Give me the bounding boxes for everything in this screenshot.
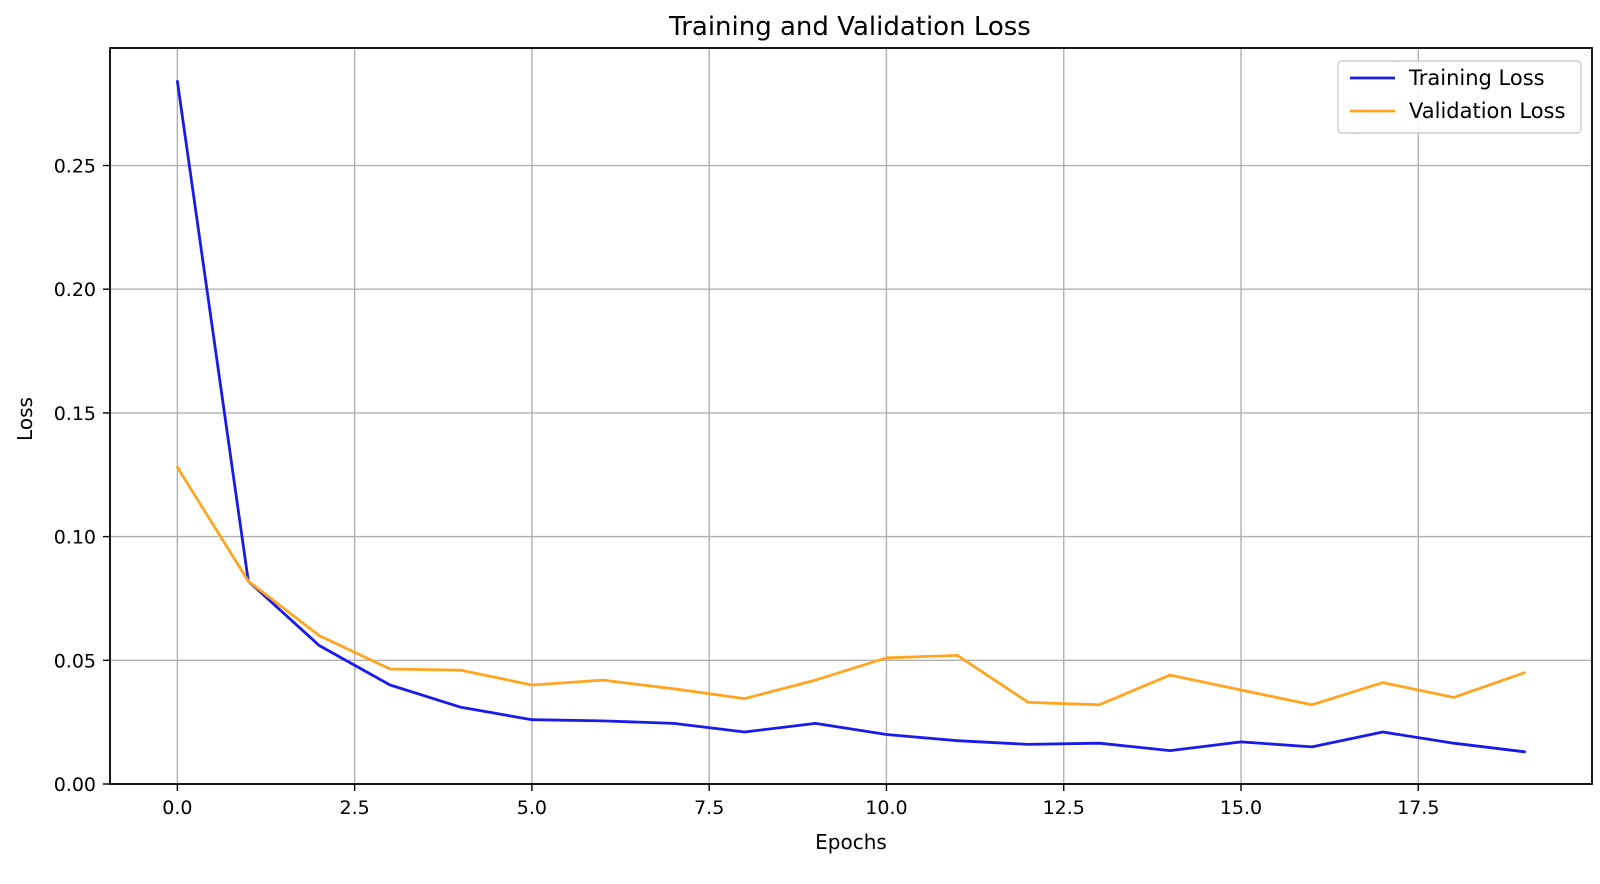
y-tick-label: 0.20 [54, 279, 96, 301]
y-tick-label: 0.10 [54, 527, 96, 549]
plot-frame [109, 47, 1593, 785]
x-tick-label: 2.5 [340, 797, 370, 819]
x-tick-label: 15.0 [1220, 797, 1262, 819]
series-line-validation-loss [175, 465, 1526, 707]
y-tick-label: 0.25 [54, 156, 96, 178]
grid [110, 48, 1592, 785]
x-tick-label: 17.5 [1397, 797, 1439, 819]
y-axis-label: Loss [13, 397, 37, 441]
y-tick-label: 0.00 [54, 774, 96, 796]
series-lines [175, 80, 1526, 754]
chart-title: Training and Validation Loss [668, 12, 1031, 42]
legend-label: Validation Loss [1409, 99, 1565, 123]
x-tick-label: 7.5 [694, 797, 724, 819]
y-tick-label: 0.05 [54, 650, 96, 672]
y-tick-label: 0.15 [54, 403, 96, 425]
legend: Training Loss Validation Loss [1337, 60, 1582, 134]
axis-ticks: 0.0 2.5 5.0 7.5 10.0 12.5 15.0 17.5 0.00 0.05 0.10… [54, 156, 1440, 819]
x-tick-label: 5.0 [517, 797, 547, 819]
x-axis-label: Epochs [815, 830, 887, 854]
x-tick-label: 10.0 [865, 797, 907, 819]
x-tick-label: 12.5 [1043, 797, 1085, 819]
x-tick-label: 0.0 [162, 797, 192, 819]
legend-box [1337, 60, 1582, 134]
legend-label: Training Loss [1408, 66, 1545, 90]
series-line-training-loss [175, 80, 1526, 754]
